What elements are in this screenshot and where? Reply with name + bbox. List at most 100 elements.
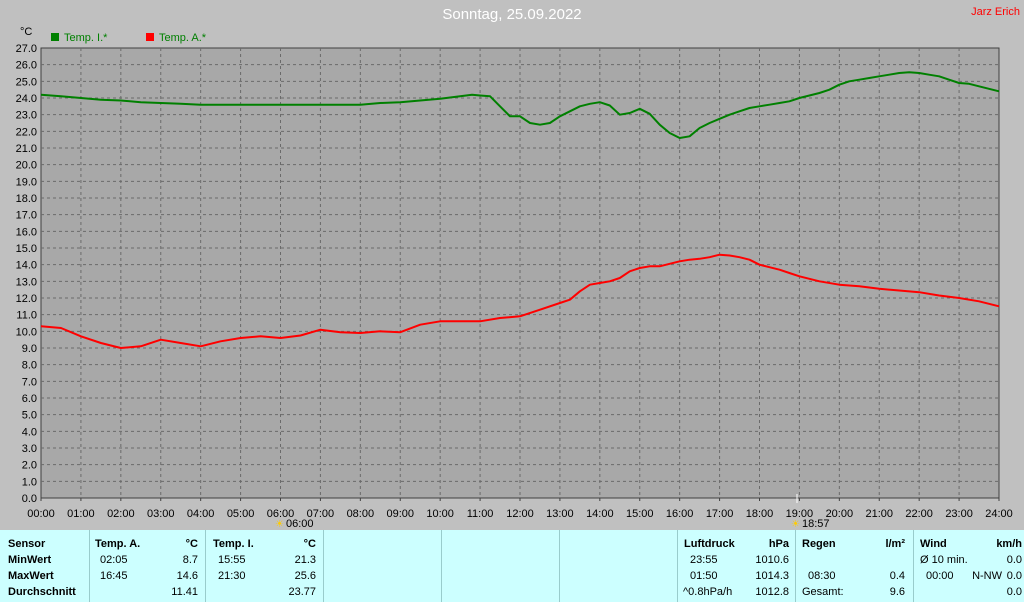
regen-total: 9.6 <box>889 586 905 598</box>
y-tick-label: 5.0 <box>22 410 37 422</box>
y-tick-label: 3.0 <box>22 443 37 455</box>
x-tick-label: 02:00 <box>107 508 135 520</box>
y-tick-label: 25.0 <box>16 76 37 88</box>
wind-avg: 0.0 <box>1006 554 1022 566</box>
y-tick-label: 23.0 <box>16 110 37 122</box>
regen-max: 0.4 <box>889 570 905 582</box>
temp-a-unit: °C <box>185 538 198 550</box>
luftdruck-unit: hPa <box>768 538 789 550</box>
legend-swatch-inside <box>51 33 59 41</box>
sunset-label: 18:57 <box>802 518 830 530</box>
regen-max-time: 08:30 <box>808 570 836 582</box>
x-tick-label: 23:00 <box>945 508 973 520</box>
y-tick-label: 26.0 <box>16 60 37 72</box>
col-empty-1 <box>324 530 442 602</box>
x-tick-label: 07:00 <box>307 508 335 520</box>
x-tick-label: 20:00 <box>826 508 854 520</box>
temp-a-min-time: 02:05 <box>100 554 128 566</box>
x-tick-label: 01:00 <box>67 508 95 520</box>
x-tick-label: 08:00 <box>347 508 375 520</box>
y-tick-label: 9.0 <box>22 343 37 355</box>
wind-avg-label: Ø 10 min. <box>920 554 968 566</box>
x-tick-label: 00:00 <box>27 508 55 520</box>
row-label-max: MaxWert <box>8 570 54 582</box>
wind-max: 0.0 <box>1006 570 1022 582</box>
chart-title: Sonntag, 25.09.2022 <box>442 6 582 23</box>
temp-a-avg: 11.41 <box>171 586 198 598</box>
author-label: Jarz Erich <box>971 6 1020 18</box>
sunset-marker: ☀ 18:57 <box>791 494 830 530</box>
x-tick-label: 04:00 <box>187 508 215 520</box>
sunrise-marker: ☀ 06:00 <box>275 518 314 530</box>
y-tick-label: 0.0 <box>22 493 37 505</box>
col-luftdruck: Luftdruck hPa 23:55 1010.6 01:50 1014.3 … <box>678 530 796 602</box>
y-tick-label: 8.0 <box>22 360 37 372</box>
sensor-header: Sensor <box>8 538 46 550</box>
temp-a-max-time: 16:45 <box>100 570 128 582</box>
y-tick-label: 2.0 <box>22 460 37 472</box>
series-line-outside <box>40 253 1000 349</box>
y-tick-label: 14.0 <box>16 260 37 272</box>
y-axis-ticks: 0.0 1.0 2.0 3.0 4.0 5.0 6.0 7.0 8.0 9.0 10.0 11.0 12… <box>16 43 37 505</box>
x-axis-ticks: 00:00 01:00 02:00 03:00 04:00 05:00 06:00 07:00… <box>27 498 1013 520</box>
x-tick-label: 05:00 <box>227 508 255 520</box>
y-tick-label: 20.0 <box>16 160 37 172</box>
y-tick-label: 11.0 <box>16 310 37 322</box>
row-label-avg: Durchschnitt <box>8 586 76 598</box>
sunrise-label: 06:00 <box>286 518 314 530</box>
temp-i-unit: °C <box>303 538 316 550</box>
col-empty-3 <box>560 530 678 602</box>
legend-label-inside: Temp. I.* <box>64 32 108 44</box>
luftdruck-max: 1014.3 <box>755 570 789 582</box>
y-tick-label: 16.0 <box>16 226 37 238</box>
statistics-table: Sensor MinWert MaxWert Durchschnitt Temp… <box>0 530 1024 602</box>
y-tick-label: 18.0 <box>16 193 37 205</box>
temperature-chart: 0.0 1.0 2.0 3.0 4.0 5.0 6.0 7.0 8.0 9.0 10.0 11.0 12… <box>16 26 1013 530</box>
temp-i-min-time: 15:55 <box>218 554 246 566</box>
x-tick-label: 18:00 <box>746 508 774 520</box>
y-tick-label: 12.0 <box>16 293 37 305</box>
series-lines <box>40 71 1000 349</box>
temp-i-header: Temp. I. <box>213 538 254 550</box>
x-tick-label: 22:00 <box>905 508 933 520</box>
y-tick-label: 10.0 <box>16 326 37 338</box>
sunset-icon: ☀ <box>791 519 800 530</box>
temp-a-header: Temp. A. <box>95 538 141 550</box>
wind-max-dir: N-NW <box>972 570 1002 582</box>
y-axis-unit: °C <box>20 26 32 38</box>
luftdruck-avg: 1012.8 <box>755 586 789 598</box>
y-tick-label: 19.0 <box>16 176 37 188</box>
col-wind: Wind km/h Ø 10 min. 0.0 00:00 N-NW 0.0 0… <box>914 530 1024 602</box>
x-tick-label: 06:00 <box>267 508 295 520</box>
y-tick-label: 27.0 <box>16 43 37 55</box>
y-tick-label: 24.0 <box>16 93 37 105</box>
luftdruck-max-time: 01:50 <box>690 570 718 582</box>
luftdruck-min: 1010.6 <box>755 554 789 566</box>
col-empty-2 <box>442 530 560 602</box>
luftdruck-min-time: 23:55 <box>690 554 718 566</box>
y-tick-label: 21.0 <box>16 143 37 155</box>
temp-a-max: 14.6 <box>176 570 198 582</box>
temp-i-max-time: 21:30 <box>218 570 246 582</box>
legend: Temp. I.* Temp. A.* <box>51 32 207 44</box>
y-tick-label: 7.0 <box>22 376 37 388</box>
col-temp-i: Temp. I. °C 15:55 21.3 21:30 25.6 23.77 <box>206 530 324 602</box>
y-tick-label: 17.0 <box>16 210 37 222</box>
x-tick-label: 13:00 <box>546 508 574 520</box>
wind-unit: km/h <box>996 538 1022 550</box>
y-tick-label: 13.0 <box>16 276 37 288</box>
regen-total-label: Gesamt: <box>802 586 844 598</box>
x-tick-label: 19:00 <box>786 508 814 520</box>
y-tick-label: 15.0 <box>16 243 37 255</box>
col-regen: Regen l/m² 08:30 0.4 Gesamt: 9.6 <box>796 530 914 602</box>
y-tick-label: 1.0 <box>22 476 37 488</box>
regen-header: Regen <box>802 538 836 550</box>
row-label-min: MinWert <box>8 554 52 566</box>
x-tick-label: 16:00 <box>666 508 694 520</box>
temp-i-avg: 23.77 <box>288 586 316 598</box>
legend-label-outside: Temp. A.* <box>159 32 207 44</box>
y-tick-label: 6.0 <box>22 393 37 405</box>
luftdruck-trend: ^0.8hPa/h <box>683 586 733 598</box>
wind-max-time: 00:00 <box>926 570 954 582</box>
temp-i-max: 25.6 <box>294 570 316 582</box>
